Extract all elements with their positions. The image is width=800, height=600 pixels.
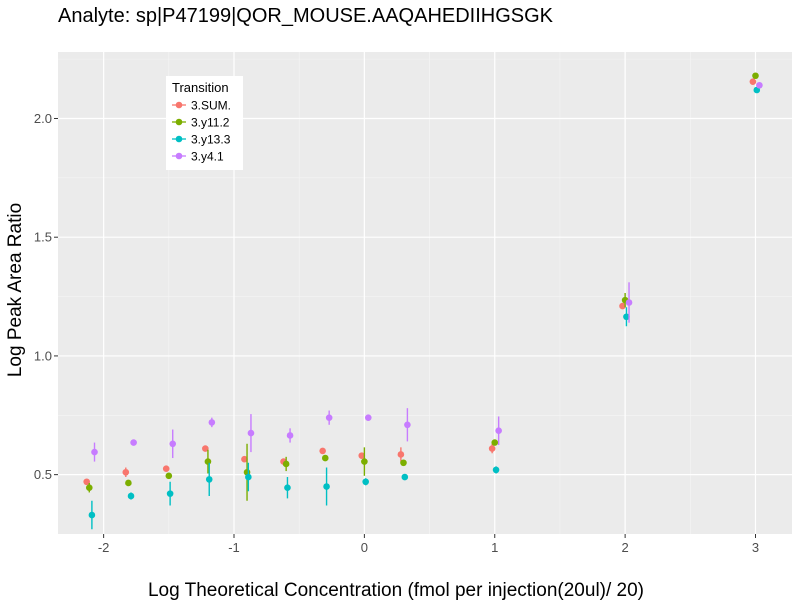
data-point bbox=[491, 439, 499, 446]
y-tick-label: 2.0 bbox=[34, 111, 52, 126]
data-point bbox=[749, 78, 757, 85]
minor-gridlines bbox=[58, 52, 792, 534]
data-point bbox=[495, 427, 502, 435]
legend-label: 3.y13.3 bbox=[191, 133, 231, 147]
legend-item: 3.y13.3 bbox=[172, 133, 231, 147]
legend: Transition 3.SUM. 3.y11.2 3.y13.3 3.y4.1 bbox=[166, 76, 243, 170]
x-tick-label: 3 bbox=[752, 540, 759, 555]
data-point bbox=[404, 421, 411, 429]
x-tick-label: 0 bbox=[361, 540, 368, 555]
y-axis-ticks: 0.5 1.0 1.5 2.0 bbox=[34, 111, 58, 482]
data-point bbox=[756, 81, 763, 89]
legend-item: 3.y11.2 bbox=[172, 116, 230, 130]
chart-title: Analyte: sp|P47199|QOR_MOUSE.AAQAHEDIIHG… bbox=[58, 5, 554, 27]
legend-key-dot bbox=[175, 135, 183, 143]
x-axis-ticks: -2 -1 0 1 2 3 bbox=[98, 534, 759, 555]
data-point bbox=[325, 414, 333, 421]
series-3.y13.3 bbox=[88, 86, 761, 530]
data-point bbox=[208, 419, 216, 426]
x-tick-label: -1 bbox=[228, 540, 240, 555]
data-point bbox=[247, 429, 255, 437]
data-point bbox=[162, 465, 170, 473]
data-point bbox=[397, 451, 405, 458]
data-point bbox=[623, 313, 630, 321]
data-point bbox=[284, 484, 291, 491]
x-tick-label: 1 bbox=[491, 540, 498, 555]
data-point bbox=[401, 473, 409, 481]
data-point bbox=[362, 478, 369, 486]
legend-key-dot bbox=[175, 118, 183, 126]
data-point bbox=[166, 490, 174, 497]
x-axis-title: Log Theoretical Concentration (fmol per … bbox=[148, 580, 644, 600]
series-3.SUM. bbox=[83, 78, 757, 486]
legend-item: 3.SUM. bbox=[172, 99, 231, 113]
data-point bbox=[625, 299, 633, 306]
x-tick-label: 2 bbox=[622, 540, 629, 555]
data-point bbox=[130, 439, 137, 446]
data-point bbox=[165, 472, 173, 480]
legend-items: 3.SUM. 3.y11.2 3.y13.3 3.y4.1 bbox=[172, 99, 231, 164]
series-3.y4.1 bbox=[91, 81, 763, 462]
data-point bbox=[282, 460, 290, 468]
data-point bbox=[488, 445, 496, 452]
data-point bbox=[85, 484, 93, 491]
legend-label: 3.SUM. bbox=[191, 99, 231, 113]
data-point bbox=[319, 447, 326, 455]
data-point bbox=[127, 492, 135, 500]
data-point bbox=[204, 458, 212, 465]
legend-label: 3.y4.1 bbox=[191, 150, 224, 164]
data-point bbox=[91, 448, 98, 456]
data-point bbox=[125, 479, 132, 487]
data-point bbox=[364, 414, 372, 421]
y-tick-label: 1.0 bbox=[34, 348, 52, 363]
y-tick-label: 0.5 bbox=[34, 467, 52, 482]
y-tick-label: 1.5 bbox=[34, 230, 52, 245]
data-point bbox=[202, 445, 209, 452]
x-tick-label: -2 bbox=[98, 540, 110, 555]
legend-key-dot bbox=[175, 101, 183, 109]
data-point bbox=[619, 302, 626, 310]
data-point bbox=[321, 454, 329, 462]
data-point bbox=[492, 466, 500, 474]
data-point bbox=[88, 511, 96, 519]
legend-key-dot bbox=[175, 152, 183, 160]
legend-item: 3.y4.1 bbox=[172, 150, 224, 164]
data-point bbox=[241, 455, 248, 463]
data-point bbox=[286, 432, 294, 439]
data-point bbox=[245, 473, 252, 481]
y-axis-title: Log Peak Area Ratio bbox=[5, 203, 26, 377]
data-point bbox=[83, 478, 90, 486]
data-point bbox=[122, 468, 130, 476]
data-point bbox=[169, 440, 177, 448]
data-point bbox=[752, 72, 759, 80]
data-marks bbox=[83, 72, 763, 530]
data-point bbox=[400, 459, 407, 467]
data-point bbox=[361, 458, 368, 465]
series-3.y11.2 bbox=[85, 72, 759, 501]
legend-title: Transition bbox=[172, 80, 229, 95]
legend-label: 3.y11.2 bbox=[191, 116, 230, 130]
data-point bbox=[205, 476, 213, 483]
data-point bbox=[358, 452, 366, 459]
data-point bbox=[323, 483, 330, 490]
